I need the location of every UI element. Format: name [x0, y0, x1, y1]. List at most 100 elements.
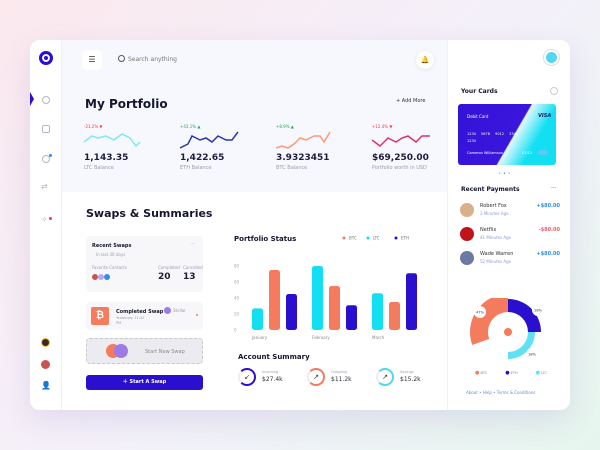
- card-carousel-dots[interactable]: •••: [498, 171, 513, 177]
- arrow-down-left-icon: ↙: [238, 368, 256, 386]
- donut-slice-eth: [508, 299, 541, 332]
- sidebar: ⇄ ✧ 👤: [30, 40, 62, 410]
- bar-eth-february: [346, 305, 357, 330]
- right-panel: Your Cards Debit Card VISA 1234 5678 901…: [447, 40, 570, 410]
- donut-percent-label: 47%: [476, 310, 484, 314]
- portfolio-item[interactable]: -21.2% ▼ 1,143.35 LTC Balance: [84, 124, 164, 174]
- notification-dot: [49, 154, 52, 157]
- bar-btc-january: [269, 270, 280, 330]
- sidebar-item-transfer-icon[interactable]: ⇄: [41, 182, 48, 191]
- completed-swap-time: PM: [116, 321, 122, 325]
- donut-legend-item: ● LTC: [535, 370, 547, 376]
- card-number-group: 9012: [495, 132, 505, 136]
- user-avatar[interactable]: [544, 50, 559, 65]
- card-chip-icon: [538, 150, 548, 155]
- your-cards-title: Your Cards: [461, 88, 498, 95]
- donut-percent-label: 18%: [528, 352, 536, 356]
- add-user-icon[interactable]: 👤: [41, 381, 51, 390]
- search-input[interactable]: [128, 52, 278, 66]
- payment-item[interactable]: Wade Warren 52 Minutes Ago +$80.00: [460, 250, 560, 268]
- payment-name: Wade Warren: [480, 251, 514, 257]
- payment-name: Netflix: [480, 227, 497, 233]
- summary-item[interactable]: ↙ Incoming $27.4k: [238, 368, 298, 390]
- y-tick-label: 80: [234, 264, 240, 269]
- cancelled-label: Cancelled: [183, 265, 203, 270]
- contact-avatar[interactable]: [104, 274, 110, 280]
- completed-swap-card[interactable]: ₿ Completed Swap Yesterday 11:42 PM Stel…: [86, 302, 203, 330]
- app-logo[interactable]: [39, 51, 53, 65]
- legend-label: BTC: [349, 236, 357, 241]
- payment-name: Robert Fox: [480, 203, 507, 209]
- sidebar-item-rewards-icon[interactable]: ✧: [41, 215, 48, 224]
- recent-payments-title: Recent Payments: [461, 186, 520, 193]
- recent-swaps-more[interactable]: ...: [190, 240, 195, 246]
- contact-avatar[interactable]: [92, 274, 98, 280]
- contact-avatar[interactable]: [98, 274, 104, 280]
- balance-value: $69,250.00: [372, 153, 429, 163]
- menu-toggle-button[interactable]: ☰: [82, 50, 102, 70]
- arrow-up-right-icon: ↗: [307, 368, 325, 386]
- balance-label: LTC Balance: [84, 165, 114, 171]
- avatar[interactable]: [41, 338, 50, 347]
- account-summary-title: Account Summary: [238, 353, 310, 361]
- portfolio-section: ☰ 🔔 My Portfolio + Add More -21.2% ▼ 1,1…: [62, 40, 447, 192]
- terms-link[interactable]: Terms & Conditions: [496, 390, 536, 395]
- sidebar-item-dashboard-compass-icon[interactable]: [42, 96, 50, 104]
- donut-center-icon: [504, 328, 512, 336]
- payment-item[interactable]: Robert Fox 2 Minutes Ago +$80.00: [460, 202, 560, 220]
- payment-avatar: [460, 227, 474, 241]
- start-new-swap-area[interactable]: Start New Swap: [86, 338, 203, 364]
- add-more-link[interactable]: + Add More: [396, 98, 426, 104]
- card-holder: Cameron Williamson: [467, 151, 503, 155]
- summary-item[interactable]: ↗ Outgoing $11.2k: [307, 368, 367, 390]
- start-swap-button[interactable]: ＋ Start A Swap: [86, 375, 203, 390]
- completed-count: 20: [158, 272, 171, 282]
- avatar[interactable]: [41, 360, 50, 369]
- payments-more-button[interactable]: ...: [551, 183, 557, 190]
- balance-value: 1,143.35: [84, 153, 129, 163]
- donut-percent-label: 28%: [534, 308, 542, 312]
- legend-label: ETH: [401, 236, 409, 241]
- recent-swaps-card[interactable]: Recent Swaps ... In last 30 days Favorit…: [86, 236, 203, 292]
- summary-item[interactable]: ↗ Savings $15.2k: [376, 368, 436, 390]
- payment-avatar: [460, 251, 474, 265]
- swap-coin-icon: [114, 344, 128, 358]
- payment-item[interactable]: Netflix 41 Minutes Ago -$80.00: [460, 226, 560, 244]
- recent-swaps-title: Recent Swaps: [92, 243, 132, 249]
- favorite-contacts-label: Favorite Contacts: [92, 265, 127, 270]
- sidebar-item-wallet-icon[interactable]: [42, 125, 50, 133]
- summary-label: Savings: [400, 370, 414, 374]
- completed-label: Completed: [158, 265, 180, 270]
- donut-label-bubble: [526, 348, 538, 360]
- bar-ltc-march: [372, 293, 383, 330]
- legend-label: LTC: [373, 236, 380, 241]
- about-link[interactable]: About: [466, 390, 478, 395]
- balance-value: 1,422.65: [180, 153, 225, 163]
- payment-amount: +$80.00: [536, 203, 560, 209]
- card-number-group: 5678: [481, 132, 490, 136]
- summary-value: $15.2k: [400, 376, 421, 383]
- card-type: Debit Card: [467, 114, 489, 119]
- sidebar-item-exchange-icon[interactable]: [42, 155, 50, 163]
- debit-card[interactable]: Debit Card VISA 1234 5678 9012 3344 1234…: [458, 104, 556, 165]
- help-link[interactable]: Help: [482, 390, 492, 395]
- y-tick-label: 0: [234, 328, 237, 333]
- portfolio-item[interactable]: +12.4% ▼ $69,250.00 Portfolio worth in U…: [372, 124, 452, 174]
- bar-ltc-february: [312, 266, 323, 330]
- y-tick-label: 20: [234, 312, 240, 317]
- card-number-group: 1234: [467, 139, 476, 143]
- completed-swap-date: Yesterday 11:42: [116, 316, 145, 320]
- add-card-button[interactable]: [550, 87, 558, 95]
- portfolio-item[interactable]: +43.1% ▲ 1,422.65 ETH Balance: [180, 124, 260, 174]
- active-indicator: [30, 92, 34, 106]
- payment-time: 2 Minutes Ago: [480, 211, 509, 216]
- notifications-button[interactable]: 🔔: [416, 51, 434, 69]
- portfolio-item[interactable]: +8.9% ▲ 3.9323451 BTC Balance: [276, 124, 356, 174]
- swaps-title: Swaps & Summaries: [86, 207, 213, 220]
- card-number-group: 3344: [509, 132, 519, 136]
- payment-avatar: [460, 203, 474, 217]
- app-window: ⇄ ✧ 👤 ☰ 🔔 My Portfolio + Add More -21.2%…: [30, 40, 570, 410]
- y-tick-label: 40: [234, 296, 240, 301]
- x-tick-label: January: [251, 335, 268, 340]
- legend-marker: [342, 236, 346, 240]
